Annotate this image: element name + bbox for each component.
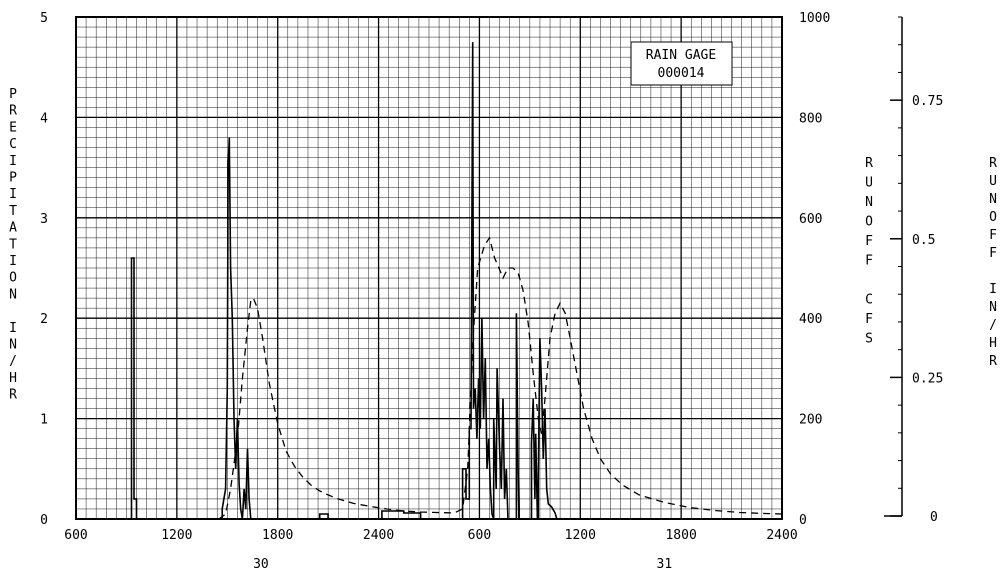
precipitation-axis-title-letter: I <box>9 154 17 169</box>
day-labels: 30 31 <box>253 557 672 572</box>
runoff-cfs-tick-label: 0 <box>799 513 807 528</box>
x-axis-tick-label: 1800 <box>665 528 696 543</box>
precipitation-axis-title-letter: / <box>9 354 17 369</box>
runoff-cfs-axis-title-letter: F <box>865 234 873 249</box>
runoff-inhr-axis-title-letter: O <box>989 210 997 225</box>
precipitation-axis-title-letter: O <box>9 271 17 286</box>
rain-gage-title: RAIN GAGE <box>646 48 716 63</box>
grid-lines <box>76 17 782 519</box>
precipitation-axis-title-letter: A <box>9 221 17 236</box>
x-axis-tick-label: 600 <box>64 528 87 543</box>
precipitation-axis-title-letter: H <box>9 371 17 386</box>
runoff-inhr-axis-title-letter: U <box>989 174 997 189</box>
runoff-inhr-axis: 0 0.25 0.5 0.75 <box>884 16 943 525</box>
runoff-inhr-axis-title-letter: / <box>989 318 997 333</box>
rain-gage-id: 000014 <box>658 66 705 81</box>
runoff-inhr-axis-title-letter: N <box>989 300 997 315</box>
precipitation-axis-title-letter: T <box>9 237 17 252</box>
runoff-inhr-axis-title-letter: R <box>989 354 997 369</box>
runoff-cfs-tick-label: 1000 <box>799 11 830 26</box>
rain-gage-inset: RAIN GAGE 000014 <box>630 41 733 86</box>
runoff-inhr-axis-title-letter: H <box>989 336 997 351</box>
runoff-inhr-axis-title-letter: F <box>989 246 997 261</box>
runoff-cfs-tick-label: 800 <box>799 111 822 126</box>
precipitation-axis-title-letter: R <box>9 388 17 403</box>
runoff-inhr-axis-title-letter: F <box>989 228 997 243</box>
precipitation-axis-title-letter: P <box>9 87 17 102</box>
day-label: 31 <box>657 557 673 572</box>
left-axis-ticks: 0 1 2 3 4 5 <box>40 11 48 528</box>
runoff-cfs-tick-label: 200 <box>799 413 822 428</box>
runoff-cfs-axis-title-letter: N <box>865 195 873 210</box>
runoff-cfs-axis-title-letter: S <box>865 332 873 347</box>
runoff-cfs-axis-title-letter: O <box>865 215 873 230</box>
precipitation-series-line <box>76 42 558 520</box>
x-axis-tick-label: 2400 <box>766 528 797 543</box>
series-layer <box>76 42 783 520</box>
left-axis-tick-label: 3 <box>40 212 48 227</box>
runoff-inhr-axis-title-letter: R <box>989 156 997 171</box>
rain-gage-box <box>630 41 733 86</box>
day-label: 30 <box>253 557 269 572</box>
precipitation-axis-title-letter: E <box>9 120 17 135</box>
x-axis-ticks: 600 1200 1800 2400 600 1200 1800 2400 <box>64 528 797 543</box>
left-axis-tick-label: 2 <box>40 312 48 327</box>
left-axis-tick-label: 5 <box>40 11 48 26</box>
runoff-inhr-tick-label: 0.75 <box>912 94 943 109</box>
runoff-cfs-axis-title-letter: R <box>865 156 873 171</box>
precipitation-axis-title-letter: I <box>9 321 17 336</box>
runoff-series-line <box>218 236 783 520</box>
x-axis-tick-label: 1800 <box>262 528 293 543</box>
precipitation-axis-title-letter: N <box>9 287 17 302</box>
precipitation-axis-title-letter: N <box>9 338 17 353</box>
precipitation-axis-title-letter: I <box>9 187 17 202</box>
runoff-cfs-axis-title-letter: U <box>865 176 873 191</box>
runoff-inhr-tick-label: 0 <box>930 510 938 525</box>
x-axis-tick-label: 1200 <box>565 528 596 543</box>
runoff-cfs-tick-label: 400 <box>799 312 822 327</box>
runoff-inhr-axis-title-letter: N <box>989 192 997 207</box>
runoff-inhr-axis-title-letter: I <box>989 282 997 297</box>
runoff-cfs-axis-title-letter: F <box>865 254 873 269</box>
x-axis-tick-label: 1200 <box>161 528 192 543</box>
runoff-inhr-tick-label: 0.25 <box>912 371 943 386</box>
runoff-cfs-axis-title-letter: C <box>865 293 873 308</box>
runoff-cfs-axis-title-letter: F <box>865 312 873 327</box>
left-axis-tick-label: 1 <box>40 413 48 428</box>
precipitation-axis-title-letter: T <box>9 204 17 219</box>
left-axis-tick-label: 4 <box>40 111 48 126</box>
precipitation-axis-title-letter: P <box>9 171 17 186</box>
precipitation-axis-title-letter: C <box>9 137 17 152</box>
runoff-inhr-tick-label: 0.5 <box>912 233 935 248</box>
precipitation-axis-title-letter: I <box>9 254 17 269</box>
precipitation-axis-title-letter: R <box>9 104 17 119</box>
runoff-cfs-axis-ticks: 0 200 400 600 800 1000 <box>799 11 830 528</box>
x-axis-tick-label: 600 <box>468 528 491 543</box>
left-axis-tick-label: 0 <box>40 513 48 528</box>
x-axis-tick-label: 2400 <box>363 528 394 543</box>
runoff-cfs-tick-label: 600 <box>799 212 822 227</box>
